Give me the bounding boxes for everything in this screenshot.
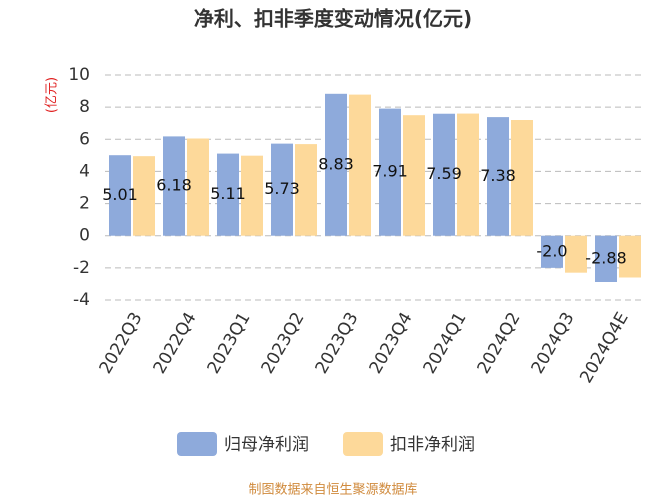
x-tick-label: 2023Q1 <box>204 309 255 377</box>
bar <box>163 136 185 236</box>
data-label: 5.11 <box>210 184 246 203</box>
bar <box>457 113 479 236</box>
x-tick-label: 2022Q3 <box>96 309 147 377</box>
bar <box>619 235 641 278</box>
x-tick-label: 2024Q1 <box>420 309 471 377</box>
y-tick-label: 6 <box>79 129 90 149</box>
y-tick-label: 10 <box>68 65 90 85</box>
y-tick-label: -4 <box>73 290 90 310</box>
y-tick-label: -2 <box>73 258 90 278</box>
x-tick-label: 2023Q2 <box>258 309 309 377</box>
bar <box>295 144 317 236</box>
bar <box>433 113 455 236</box>
bar <box>241 155 263 236</box>
y-tick-label: 2 <box>79 194 90 214</box>
x-tick-label: 2023Q3 <box>312 309 363 377</box>
data-label: 5.01 <box>102 185 138 204</box>
chart-title: 净利、扣非季度变动情况(亿元) <box>194 7 472 31</box>
bar <box>325 93 347 236</box>
data-label: 7.38 <box>480 166 516 185</box>
legend-swatch <box>177 432 217 456</box>
x-tick-label: 2024Q4E <box>576 309 632 387</box>
x-tick-label: 2023Q4 <box>366 309 417 377</box>
data-label: 7.59 <box>426 164 462 183</box>
x-tick-label: 2022Q4 <box>150 309 201 377</box>
bar <box>217 153 239 236</box>
bar <box>403 115 425 236</box>
data-label: -2.0 <box>536 241 567 260</box>
bar <box>511 120 533 236</box>
bar <box>541 235 563 268</box>
legend-swatch <box>343 432 383 456</box>
x-tick-label: 2024Q2 <box>474 309 525 377</box>
source-note: 制图数据来自恒生聚源数据库 <box>248 482 417 498</box>
y-axis-label: (亿元) <box>45 77 60 113</box>
data-label: 5.73 <box>264 179 300 198</box>
y-tick-label: 8 <box>79 97 90 117</box>
y-tick-label: 0 <box>79 226 90 246</box>
y-tick-label: 4 <box>79 161 90 181</box>
data-label: -2.88 <box>585 248 626 267</box>
data-label: 7.91 <box>372 162 408 181</box>
bar <box>349 94 371 236</box>
bar <box>271 143 293 236</box>
bar <box>133 156 155 236</box>
bar <box>187 138 209 236</box>
bar <box>379 108 401 236</box>
x-tick-label: 2024Q3 <box>528 309 579 377</box>
bar <box>565 235 587 273</box>
bar <box>109 155 131 236</box>
data-label: 6.18 <box>156 176 192 195</box>
bar <box>487 117 509 236</box>
legend-label: 归母净利润 <box>224 435 309 455</box>
legend-label: 扣非净利润 <box>390 435 475 455</box>
data-label: 8.83 <box>318 154 354 173</box>
bar <box>595 235 617 282</box>
